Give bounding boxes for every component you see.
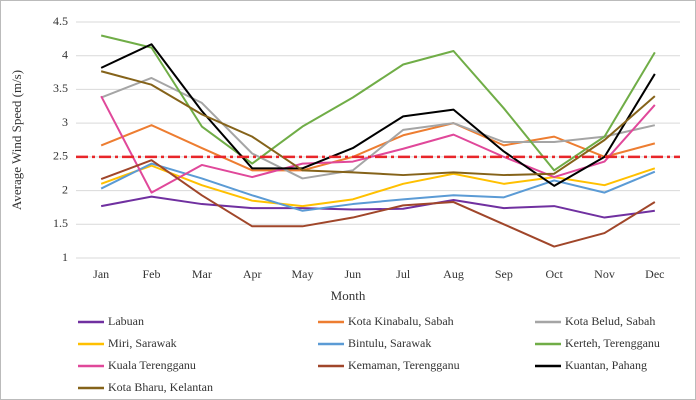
y-tick-label: 4 [62, 47, 68, 61]
series-line [100, 122, 656, 172]
series-line [100, 159, 656, 248]
series-line [100, 43, 656, 187]
x-tick-label: Nov [594, 267, 615, 281]
x-tick-label: May [292, 267, 314, 281]
x-tick-label: Aug [443, 267, 464, 281]
x-tick-label: Jul [396, 267, 411, 281]
x-axis-label: Month [331, 288, 366, 303]
legend-label: Kuala Terengganu [108, 358, 196, 372]
x-tick-label: Mar [192, 267, 212, 281]
y-tick-label: 4.5 [53, 14, 68, 28]
series-line [100, 34, 656, 172]
legend-label: Kemaman, Terengganu [348, 358, 460, 372]
legend-label: Kota Bharu, Kelantan [108, 380, 213, 394]
y-tick-label: 1.5 [53, 216, 68, 230]
y-tick-label: 1 [62, 250, 68, 264]
legend-label: Kota Kinabalu, Sabah [348, 314, 454, 328]
y-tick-label: 3 [62, 115, 68, 129]
x-tick-label: Dec [645, 267, 664, 281]
legend-label: Kuantan, Pahang [565, 358, 647, 372]
x-tick-label: Jan [93, 267, 109, 281]
legend-label: Miri, Sarawak [108, 336, 177, 350]
x-tick-label: Sep [495, 267, 513, 281]
y-tick-label: 2.5 [53, 149, 68, 163]
series-line [100, 162, 656, 212]
y-axis-label: Average Wind Speed (m/s) [9, 70, 24, 210]
legend-label: Kota Belud, Sabah [565, 314, 655, 328]
x-tick-label: Feb [143, 267, 161, 281]
y-tick-label: 2 [62, 182, 68, 196]
legend-label: Labuan [108, 314, 144, 328]
x-tick-label: Apr [243, 267, 262, 281]
series-line [100, 195, 655, 219]
x-tick-label: Jun [344, 267, 361, 281]
series-line [100, 164, 656, 208]
series-line [100, 70, 656, 177]
series-line [100, 95, 656, 194]
y-tick-label: 3.5 [53, 81, 68, 95]
legend-label: Bintulu, Sarawak [348, 336, 431, 350]
x-tick-label: Oct [546, 267, 564, 281]
legend-label: Kerteh, Terengganu [565, 336, 660, 350]
series-line [100, 76, 656, 180]
